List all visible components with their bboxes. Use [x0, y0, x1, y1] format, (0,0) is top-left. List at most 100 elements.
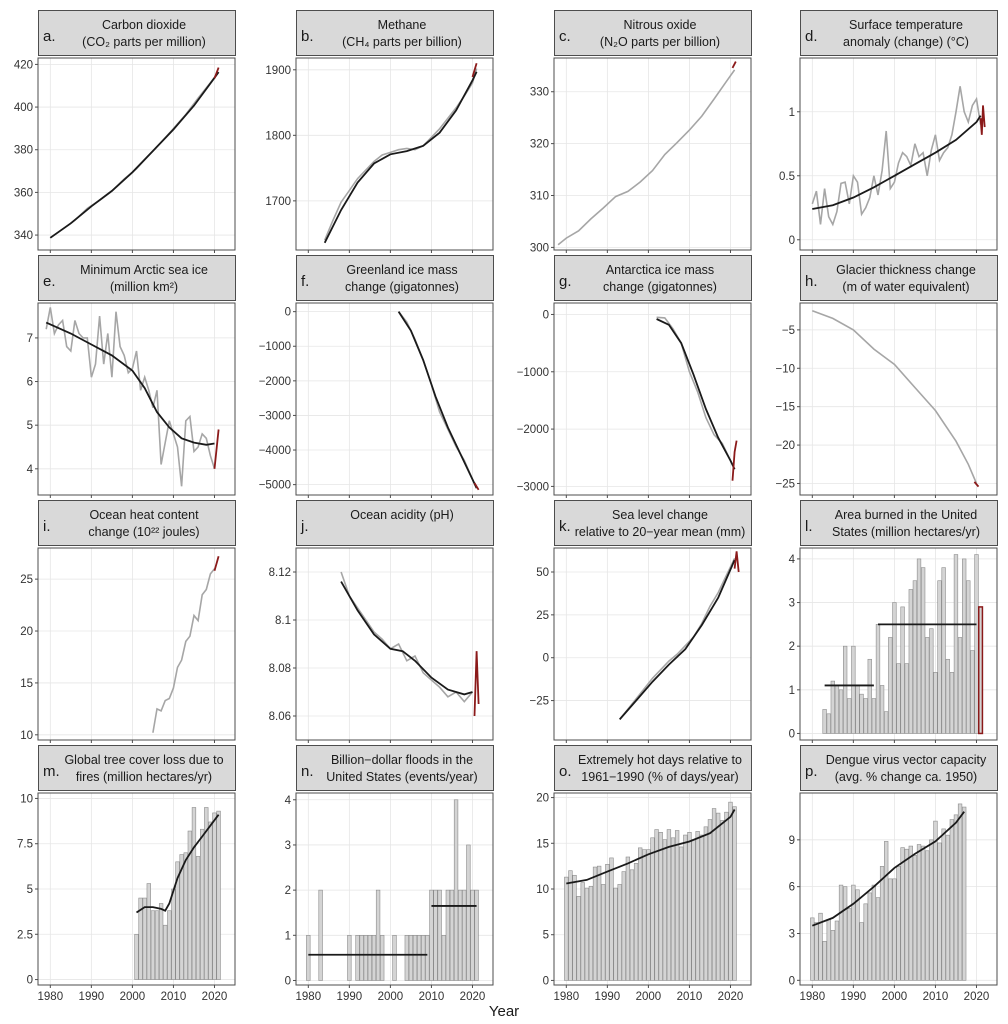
raw-series-line	[557, 69, 736, 246]
bar	[633, 863, 639, 981]
bar	[966, 580, 971, 734]
bar	[138, 897, 143, 980]
bar	[621, 871, 626, 981]
panel-f-strip: f. Greenland ice mass change (gigatonnes)	[296, 255, 494, 301]
bar	[691, 839, 696, 981]
bar	[904, 848, 909, 981]
bar	[474, 889, 479, 981]
y-tick-label: 0	[789, 975, 795, 987]
bar	[847, 908, 852, 981]
plot-frame	[799, 302, 998, 496]
plot-frame	[295, 792, 494, 986]
x-tick-label: 2010	[161, 991, 187, 1003]
bar	[908, 589, 913, 734]
bar	[863, 903, 868, 981]
bar	[367, 935, 373, 981]
y-tick-label: 310	[530, 191, 549, 203]
bar	[466, 844, 471, 981]
recent-data-line	[213, 429, 220, 469]
bar	[666, 829, 672, 981]
y-tick-label: 340	[14, 230, 33, 242]
bar	[859, 922, 864, 981]
bar	[306, 935, 311, 981]
bar	[822, 940, 827, 981]
y-tick-label: 5	[27, 884, 33, 896]
y-tick-label: −5000	[259, 480, 291, 492]
panel-i-title: Ocean heat content change (10²² joules)	[88, 508, 200, 539]
panel-c-strip: c. Nitrous oxide (N₂O parts per billion)	[554, 10, 752, 56]
panel-e-title: Minimum Arctic sea ice (million km²)	[80, 263, 208, 294]
y-tick-label: 0	[285, 307, 291, 319]
bar	[875, 624, 881, 734]
y-tick-label: −4000	[259, 445, 291, 457]
bar	[925, 850, 930, 981]
panel-n: n. Billion−dollar floods in the United St…	[262, 745, 494, 1003]
bar	[879, 685, 885, 734]
bar	[318, 889, 323, 981]
trend-line	[811, 811, 965, 927]
panel-p-plot: 0 3 6 9 1980 1990 2000 2010 2020	[789, 792, 998, 1003]
x-tick-label: 2010	[419, 991, 445, 1003]
trend-line	[566, 809, 736, 885]
panel-l-letter: l.	[805, 518, 813, 535]
bar	[441, 935, 446, 981]
trend-line	[656, 318, 736, 470]
bar	[470, 889, 475, 981]
bar	[200, 828, 205, 980]
x-tick-label: 2020	[718, 991, 744, 1003]
panel-f-plot: 0 −1000 −2000 −3000 −4000 −5000	[259, 302, 494, 498]
bar	[974, 554, 979, 734]
bar	[838, 884, 844, 981]
panel-i: i. Ocean heat content change (10²² joules…	[4, 500, 236, 743]
bar	[949, 672, 955, 734]
y-tick-label: 1800	[265, 130, 291, 142]
recent-data-line	[733, 551, 740, 573]
panel-n-plot: 0 1 2 3 4 1980 1990 2000 2010 2020	[285, 792, 494, 1003]
y-tick-label: 0	[543, 653, 549, 665]
bar	[875, 897, 881, 981]
panel-b-title: Methane (CH₄ parts per billion)	[342, 18, 462, 49]
bar	[851, 645, 856, 734]
bar	[707, 819, 713, 981]
bar	[429, 889, 434, 981]
bar	[732, 806, 737, 981]
bar	[941, 567, 946, 734]
bar	[851, 884, 856, 981]
plot-frame	[553, 57, 752, 251]
bar	[584, 887, 589, 981]
plot-frame	[799, 547, 998, 741]
bar	[613, 887, 618, 981]
y-tick-label: −25	[775, 478, 795, 490]
panel-e-plot: 4 5 6 7	[27, 302, 236, 498]
y-tick-label: 7	[27, 333, 33, 345]
bar	[167, 910, 172, 980]
y-tick-label: −5	[782, 325, 795, 337]
bar	[580, 882, 585, 981]
bar	[453, 799, 459, 981]
trend-line	[340, 581, 473, 696]
recent-data-line	[473, 651, 480, 717]
bar	[916, 844, 922, 981]
panel-j-title: Ocean acidity (pH)	[350, 508, 454, 522]
panel-d-title: Surface temperature anomaly (change) (°C…	[843, 18, 969, 49]
panel-d-strip: d. Surface temperature anomaly (change) (…	[800, 10, 998, 56]
bar	[888, 637, 893, 734]
bar	[216, 810, 221, 980]
x-tick-label: 2000	[882, 991, 908, 1003]
y-tick-label: 15	[536, 838, 549, 850]
y-tick-label: −20	[775, 440, 795, 452]
bar	[662, 839, 667, 981]
bar	[359, 935, 364, 981]
panel-a-strip: a. Carbon dioxide (CO₂ parts per million)	[38, 10, 236, 56]
y-tick-label: −1000	[259, 341, 291, 353]
bar	[408, 935, 414, 981]
x-tick-label: 1990	[595, 991, 621, 1003]
bar	[937, 580, 942, 734]
panel-e-letter: e.	[43, 273, 56, 290]
bar	[941, 828, 946, 981]
panel-f-title: Greenland ice mass change (gigatonnes)	[345, 263, 459, 294]
y-tick-label: 9	[789, 835, 795, 847]
bar	[728, 801, 733, 981]
bar	[945, 834, 950, 981]
x-tick-label: 2000	[378, 991, 404, 1003]
